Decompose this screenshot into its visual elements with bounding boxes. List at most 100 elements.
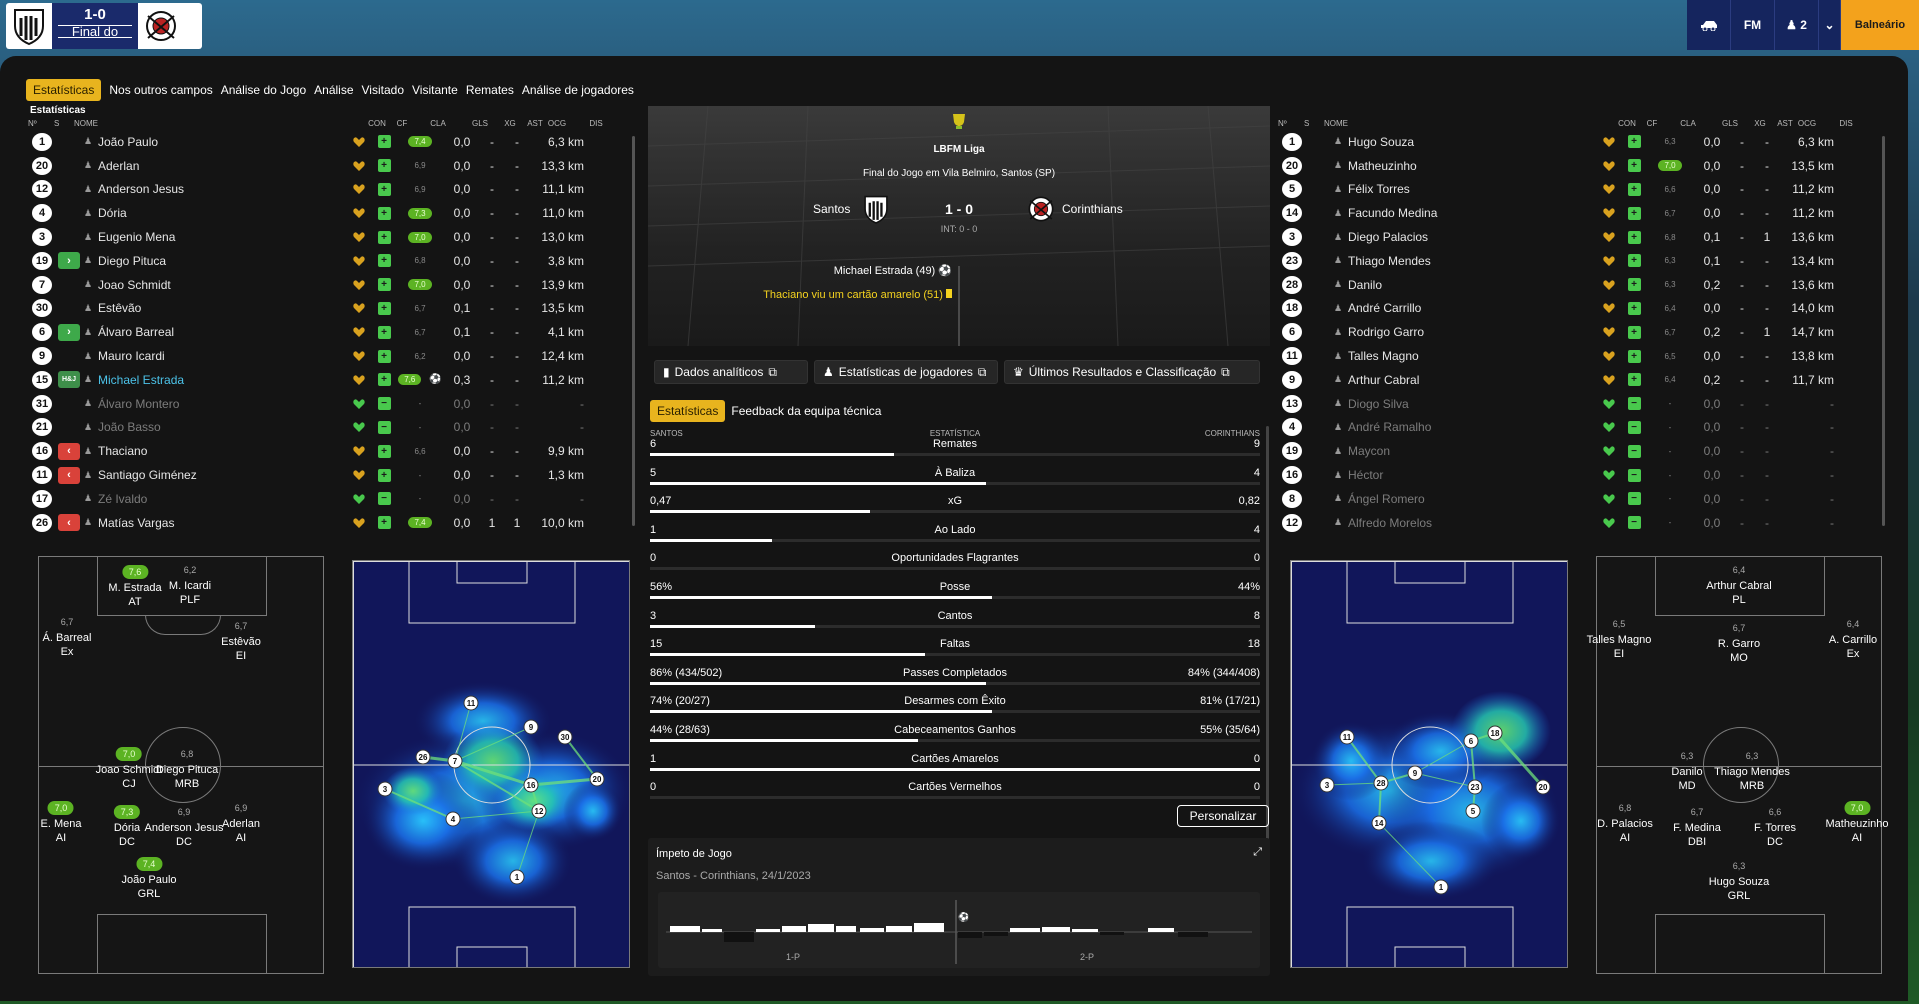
header-10[interactable]: DIS [1839,118,1853,128]
subtab-estatisticas[interactable]: Estatísticas [650,400,726,422]
header-1[interactable]: S [54,118,60,128]
balneario-button[interactable]: Balneário [1841,0,1919,50]
formation-player[interactable]: 6,9 Aderlan AI [222,801,260,845]
player-row[interactable]: 15 H&J ♟ Michael Estrada +7,6 ⚽ 0,3 - - 11,2 km [28,368,638,392]
player-name[interactable]: Álvaro Montero [98,396,180,411]
player-row[interactable]: 12 ♟ Anderson Jesus +6,9 0,0 - - 11,1 km [28,178,638,202]
formation-player[interactable]: 7,4 João Paulo GRL [121,857,177,901]
formation-player[interactable]: 6,3 Danilo MD [1671,749,1702,793]
header-4[interactable]: CF [1646,118,1658,128]
customize-button[interactable]: Personalizar [1177,805,1269,827]
player-row[interactable]: 6 › ♟ Álvaro Barreal +6,7 0,1 - - 4,1 km [28,320,638,344]
player-name[interactable]: Dória [98,206,127,221]
header-0[interactable]: Nº [1278,118,1287,128]
header-7[interactable]: XG [1754,118,1766,128]
header-4[interactable]: CF [396,118,408,128]
stats-scrollbar[interactable] [1266,426,1269,846]
chevron-down-icon[interactable]: ⌄ [1819,0,1841,50]
player-row[interactable]: 8 ♟ Ángel Romero − - 0,0 - - - [1278,487,1888,511]
home-table-scrollbar[interactable] [632,136,635,526]
fm-button[interactable]: FM [1731,0,1775,50]
header-9[interactable]: OCG [1797,118,1817,128]
player-name[interactable]: Thiago Mendes [1348,253,1431,268]
player-row[interactable]: 21 ♟ João Basso − - 0,0 - - - [28,416,638,440]
tab-outros-campos[interactable]: Nos outros campos [109,83,213,97]
player-name[interactable]: Danilo [1348,277,1383,292]
header-8[interactable]: AST [527,118,543,128]
player-name[interactable]: Héctor [1348,468,1384,483]
header-7[interactable]: XG [504,118,516,128]
formation-player[interactable]: 6,7 F. Medina DBI [1673,805,1721,849]
player-row[interactable]: 17 ♟ Zé Ivaldo − - 0,0 - - - [28,487,638,511]
tab-estatisticas[interactable]: Estatísticas [26,79,102,101]
player-name[interactable]: Rodrigo Garro [1348,325,1425,340]
header-9[interactable]: OCG [547,118,567,128]
formation-player[interactable]: 7,6 M. Estrada AT [108,565,162,609]
player-row[interactable]: 19 ♟ Maycon − - 0,0 - - - [1278,439,1888,463]
tab-analise-jogo[interactable]: Análise do Jogo [220,83,307,97]
player-name[interactable]: Diego Pituca [98,253,167,268]
formation-player[interactable]: 7,0 E. Mena AI [41,801,81,845]
header-2[interactable]: NOME [74,118,98,128]
formation-player[interactable]: 6,7 R. Garro MO [1718,621,1760,665]
player-name[interactable]: Maycon [1348,444,1391,459]
player-name[interactable]: Mauro Icardi [98,349,165,364]
player-row[interactable]: 14 ♟ Facundo Medina +6,7 0,0 - - 11,2 km [1278,201,1888,225]
tab-remates[interactable]: Remates [465,83,514,97]
player-name[interactable]: Álvaro Barreal [98,325,175,340]
player-name[interactable]: Alfredo Morelos [1348,515,1433,530]
player-row[interactable]: 23 ♟ Thiago Mendes +6,3 0,1 - - 13,4 km [1278,249,1888,273]
header-5[interactable]: CLA [430,118,446,128]
tab-analise[interactable]: Análise [314,83,354,97]
results-button[interactable]: ♛ Últimos Resultados e Classificação ⧉ [1004,360,1260,384]
header-10[interactable]: DIS [589,118,603,128]
player-row[interactable]: 11 ♟ Talles Magno +6,5 0,0 - - 13,8 km [1278,344,1888,368]
player-name[interactable]: Diego Palacios [1348,230,1429,245]
player-row[interactable]: 1 ♟ João Paulo +7,4 0,0 - - 6,3 km [28,130,638,154]
player-name[interactable]: Thaciano [98,444,148,459]
player-name[interactable]: João Basso [98,420,161,435]
player-row[interactable]: 20 ♟ Matheuzinho +7,0 0,0 - - 13,5 km [1278,154,1888,178]
player-stats-button[interactable]: ♟ Estatísticas de jogadores ⧉ [814,360,998,384]
formation-player[interactable]: 7,0 Matheuzinho AI [1826,801,1889,845]
player-row[interactable]: 6 ♟ Rodrigo Garro +6,7 0,2 - 1 14,7 km [1278,320,1888,344]
player-name[interactable]: Matías Vargas [98,515,175,530]
formation-player[interactable]: 6,5 Talles Magno EI [1587,617,1652,661]
player-name[interactable]: Michael Estrada [98,372,185,387]
player-name[interactable]: Ángel Romero [1348,491,1425,506]
player-row[interactable]: 5 ♟ Félix Torres +6,6 0,0 - - 11,2 km [1278,178,1888,202]
player-row[interactable]: 12 ♟ Alfredo Morelos − - 0,0 - - - [1278,511,1888,535]
formation-player[interactable]: 6,2 M. Icardi PLF [169,563,211,607]
player-row[interactable]: 9 ♟ Mauro Icardi +6,2 0,0 - - 12,4 km [28,344,638,368]
tab-visitante[interactable]: Visitante [412,83,458,97]
formation-player[interactable]: 6,9 Anderson Jesus DC [145,805,224,849]
player-name[interactable]: Talles Magno [1348,349,1419,364]
player-name[interactable]: Hugo Souza [1348,134,1415,149]
expand-icon[interactable]: ⤢ [1253,846,1262,858]
player-row[interactable]: 7 ♟ Joao Schmidt +7,0 0,0 - - 13,9 km [28,273,638,297]
player-name[interactable]: Facundo Medina [1348,206,1438,221]
formation-player[interactable]: 6,7 Estêvão EI [221,619,261,663]
player-name[interactable]: Félix Torres [1348,182,1410,197]
formation-player[interactable]: 7,3 Dória DC [114,805,140,849]
formation-player[interactable]: 6,3 Thiago Mendes MRB [1714,749,1790,793]
player-row[interactable]: 30 ♟ Estêvão +6,7 0,1 - - 13,5 km [28,297,638,321]
player-row[interactable]: 1 ♟ Hugo Souza +6,3 0,0 - - 6,3 km [1278,130,1888,154]
player-name[interactable]: Santiago Giménez [98,468,197,483]
header-6[interactable]: GLS [1721,118,1738,128]
player-row[interactable]: 20 ♟ Aderlan +6,9 0,0 - - 13,3 km [28,154,638,178]
player-name[interactable]: Aderlan [98,158,140,173]
player-name[interactable]: Zé Ivaldo [98,491,148,506]
player-row[interactable]: 13 ♟ Diogo Silva − - 0,0 - - - [1278,392,1888,416]
analytics-button[interactable]: ▮ Dados analíticos ⧉ [654,360,808,384]
users-button[interactable]: ♟ 2 [1775,0,1819,50]
header-6[interactable]: GLS [471,118,488,128]
player-row[interactable]: 3 ♟ Eugenio Mena +7,0 0,0 - - 13,0 km [28,225,638,249]
player-name[interactable]: Arthur Cabral [1348,372,1420,387]
header-3[interactable]: CON [1618,118,1636,128]
player-name[interactable]: André Carrillo [1348,301,1422,316]
header-8[interactable]: AST [1777,118,1793,128]
player-row[interactable]: 28 ♟ Danilo +6,3 0,2 - - 13,6 km [1278,273,1888,297]
player-row[interactable]: 16 ♟ Héctor − - 0,0 - - - [1278,463,1888,487]
player-name[interactable]: João Paulo [98,134,159,149]
